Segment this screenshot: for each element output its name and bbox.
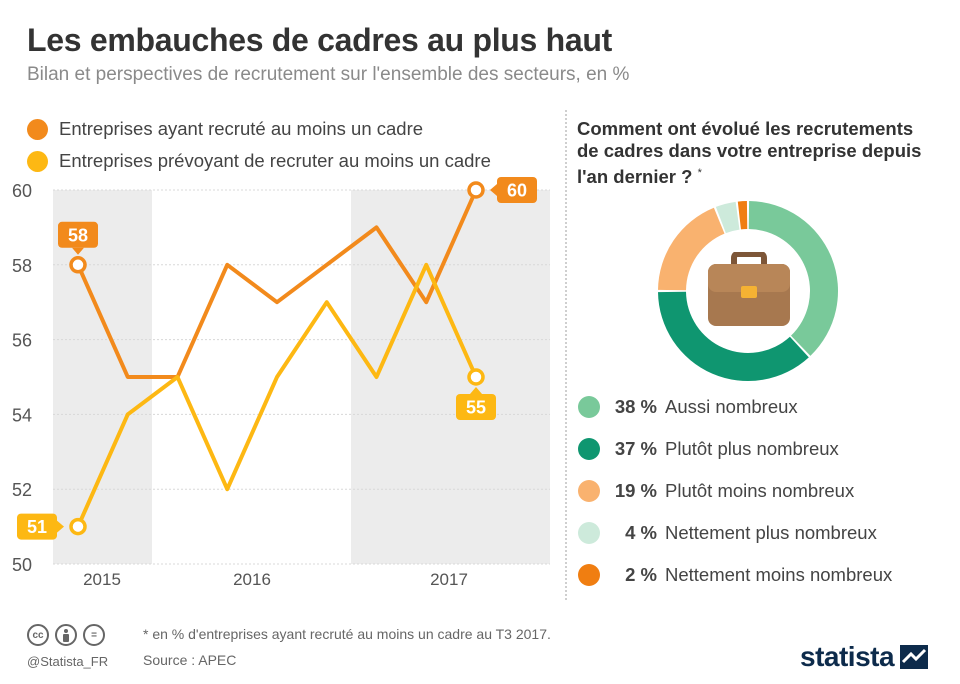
donut-legend-item: 38 % Aussi nombreux xyxy=(578,394,798,420)
legend-swatch-planned xyxy=(27,150,48,172)
panel-divider xyxy=(565,110,567,600)
donut-legend-swatch xyxy=(578,396,600,418)
twitter-handle[interactable]: @Statista_FR xyxy=(27,654,109,669)
donut-legend-item: 2 % Nettement moins nombreux xyxy=(578,562,892,588)
x-tick-label: 2015 xyxy=(83,570,121,589)
series-line xyxy=(76,189,478,379)
donut-slice xyxy=(658,291,809,382)
statista-logo-icon xyxy=(900,645,929,669)
no-derivatives-icon[interactable]: = xyxy=(83,624,105,646)
data-label-text: 58 xyxy=(68,225,88,245)
endpoint-marker xyxy=(69,256,87,274)
license-icons: cc = xyxy=(27,624,105,646)
donut-legend-pct: 4 % xyxy=(625,522,657,543)
data-label-pointer xyxy=(490,184,497,196)
donut-legend-label: Plutôt plus nombreux xyxy=(665,438,839,459)
donut-title: Comment ont évolué les recrutements de c… xyxy=(577,118,937,188)
donut-legend-swatch xyxy=(578,564,600,586)
series-line xyxy=(76,262,478,528)
y-tick-label: 52 xyxy=(12,480,32,500)
statista-logo[interactable]: statista xyxy=(800,641,929,673)
donut-slice xyxy=(748,201,838,356)
donut-slice xyxy=(658,207,725,291)
data-label-box xyxy=(58,221,98,248)
data-label-pointer xyxy=(470,387,482,394)
footnote: * en % d'entreprises ayant recruté au mo… xyxy=(143,626,551,642)
data-label-box xyxy=(456,394,496,420)
donut-legend-swatch xyxy=(578,480,600,502)
x-tick-label: 2016 xyxy=(233,570,271,589)
legend-label-recruited: Entreprises ayant recruté au moins un ca… xyxy=(59,118,424,139)
legend-item-planned: Entreprises prévoyant de recruter au moi… xyxy=(27,150,491,172)
data-label-text: 55 xyxy=(466,398,486,418)
donut-legend-pct: 37 % xyxy=(614,438,657,459)
donut-slice xyxy=(715,201,740,234)
briefcase-icon xyxy=(708,252,790,326)
donut-legend-swatch xyxy=(578,438,600,460)
y-tick-label: 56 xyxy=(12,331,32,351)
donut-title-text: Comment ont évolué les recrutements de c… xyxy=(577,118,922,188)
donut-legend-label: Nettement plus nombreux xyxy=(665,522,877,543)
source: Source : APEC xyxy=(143,652,237,668)
data-label-box xyxy=(17,513,57,540)
creative-commons-icon[interactable]: cc xyxy=(27,624,49,646)
y-tick-label: 58 xyxy=(12,256,32,276)
data-label: 60 xyxy=(490,177,537,203)
y-tick-label: 50 xyxy=(12,555,32,575)
chart-title: Les embauches de cadres au plus haut xyxy=(27,22,612,58)
donut-title-note: * xyxy=(697,167,702,179)
data-label-text: 51 xyxy=(27,517,47,537)
y-tick-label: 54 xyxy=(12,405,32,425)
data-label-box xyxy=(497,177,537,203)
data-label-pointer xyxy=(72,247,84,255)
endpoint-marker xyxy=(467,181,485,199)
donut-legend-item: 37 % Plutôt plus nombreux xyxy=(578,436,839,462)
donut-chart xyxy=(658,201,838,382)
data-label: 55 xyxy=(456,387,496,420)
endpoint-marker xyxy=(467,368,485,386)
donut-legend-item: 19 % Plutôt moins nombreux xyxy=(578,478,854,504)
endpoint-marker xyxy=(69,517,87,536)
data-label: 51 xyxy=(17,513,64,540)
logo-text: statista xyxy=(800,641,895,672)
donut-legend-label: Plutôt moins nombreux xyxy=(665,480,855,501)
donut-legend-label: Nettement moins nombreux xyxy=(665,564,893,585)
attribution-icon[interactable] xyxy=(55,624,77,646)
data-label-text: 60 xyxy=(507,181,527,201)
y-tick-label: 60 xyxy=(12,181,32,201)
donut-legend-swatch xyxy=(578,522,600,544)
legend-item-recruited: Entreprises ayant recruté au moins un ca… xyxy=(27,118,423,140)
donut-legend-item: 4 % Nettement plus nombreux xyxy=(578,520,877,546)
legend-swatch-recruited xyxy=(27,118,48,140)
donut-legend-pct: 19 % xyxy=(614,480,657,501)
x-tick-label: 2017 xyxy=(430,570,468,589)
data-label-pointer xyxy=(57,520,64,533)
donut-legend-label: Aussi nombreux xyxy=(665,396,798,417)
donut-legend-pct: 38 % xyxy=(614,396,657,417)
line-chart: 50 52 54 56 58 60 2015 2016 2017 58 60 51 55 xyxy=(12,177,550,589)
chart-subtitle: Bilan et perspectives de recrutement sur… xyxy=(27,64,630,85)
legend-label-planned: Entreprises prévoyant de recruter au moi… xyxy=(59,150,491,171)
donut-slice xyxy=(737,201,748,230)
donut-legend-pct: 2 % xyxy=(625,564,657,585)
data-label: 58 xyxy=(58,221,98,255)
